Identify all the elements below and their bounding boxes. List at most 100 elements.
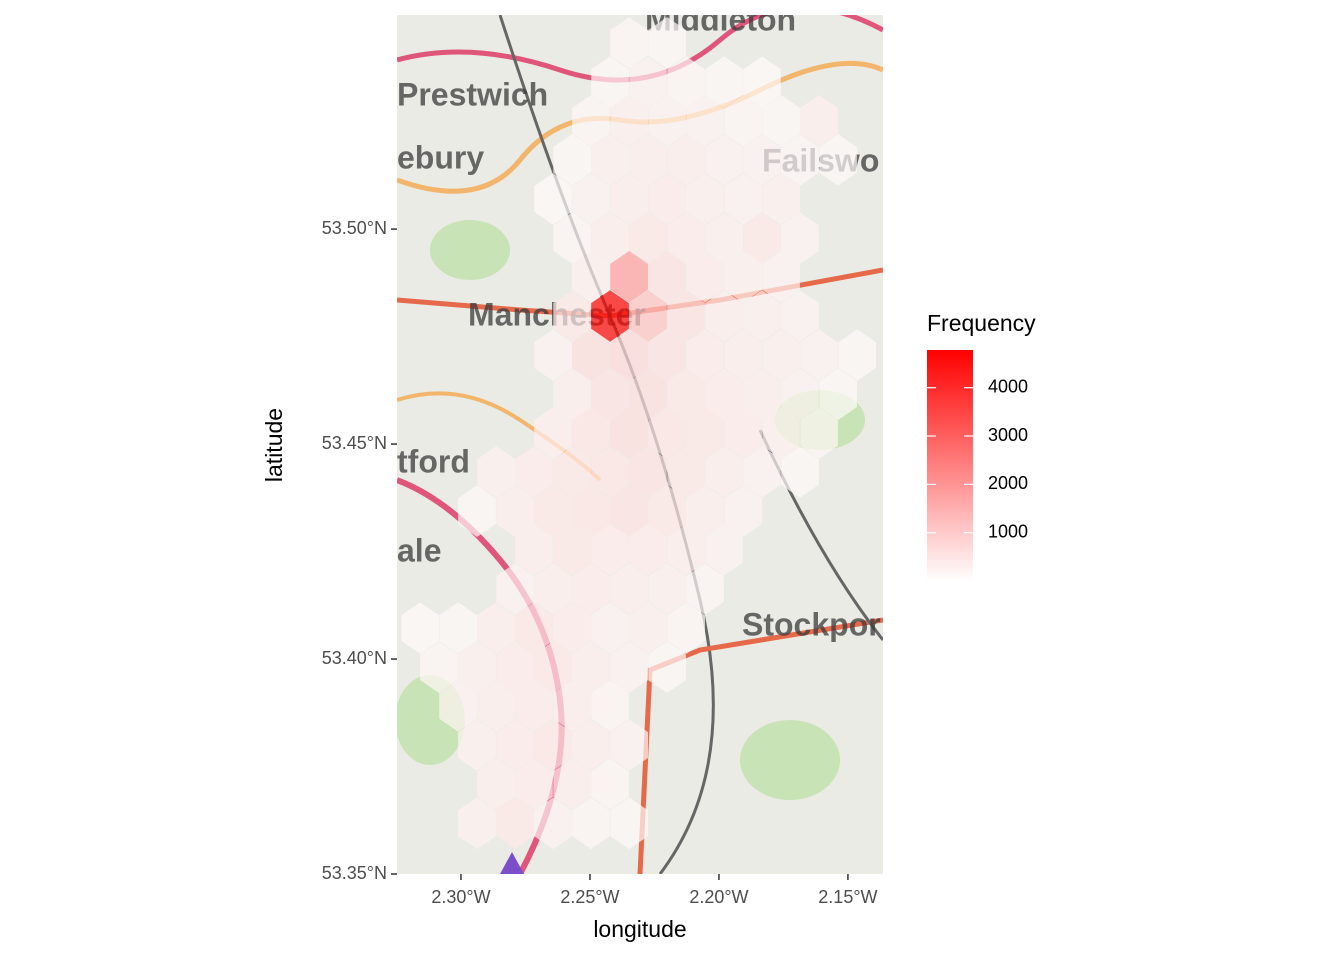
hex-bin [648,641,686,693]
hex-bin [686,563,724,615]
hex-bin [572,173,610,225]
map-background: MiddletonPrestwicheburyFailswoManchester… [397,15,883,874]
hex-bin [800,329,838,381]
hex-bin [686,251,724,303]
hex-bin [534,563,572,615]
park [430,220,510,280]
hex-bin [553,368,591,420]
hex-bin [515,446,553,498]
hex-bin [667,446,705,498]
hex-bin [686,407,724,459]
map-label: tford [397,443,470,479]
hex-bin [534,173,572,225]
hex-bin [572,797,610,850]
hex-bin [515,680,553,732]
hex-bin [553,680,591,732]
x-tick-label: 2.30°W [431,887,490,907]
y-axis-title: latitude [261,408,287,482]
park [740,720,840,800]
hex-bin [610,407,648,459]
hex-bin [667,212,705,264]
hex-bin [686,95,724,147]
colorbar-label: 4000 [988,376,1028,396]
hex-bin [496,797,534,850]
hex-bin [477,446,515,498]
hex-bin [724,173,762,225]
x-tick-label: 2.20°W [689,887,748,907]
hex-bin [648,329,686,381]
hex-bin [648,563,686,615]
hex-bin [534,797,572,850]
hex-bin [705,446,743,498]
hex-bin [667,524,705,576]
hex-bin [553,290,591,342]
hex-bin [534,641,572,693]
hex-bin [762,407,800,459]
hex-bin [743,368,781,420]
hex-bin [591,56,629,108]
hex-bin [477,758,515,810]
hex-bin [591,602,629,654]
map-label: ale [397,532,441,568]
hex-bin [591,290,629,342]
hex-bin [705,524,743,576]
hex-bin [724,407,762,459]
hex-bin [610,797,648,850]
hex-bin [686,329,724,381]
hex-bin [496,641,534,693]
hex-bin [572,485,610,537]
hex-bin [553,134,591,186]
colorbar-label: 2000 [988,473,1028,493]
colorbar-label: 1000 [988,521,1028,541]
hex-bin [591,134,629,186]
hex-bin [743,212,781,264]
hex-bin [781,368,819,420]
hex-bin [781,290,819,342]
hex-bin [572,563,610,615]
hex-bin [667,290,705,342]
hex-bin [610,329,648,381]
hex-bin [458,797,496,850]
hex-bin [515,758,553,810]
hex-bin [724,251,762,303]
hex-bin [629,602,667,654]
legend-title: Frequency [927,310,1036,336]
colorbar-label: 3000 [988,425,1028,445]
y-tick-label: 53.35°N [322,863,387,883]
hex-bin [819,134,857,186]
hex-bin [439,680,477,732]
hex-bin [743,56,781,108]
hex-bin [781,212,819,264]
hex-bin [439,602,477,654]
hex-bin [534,407,572,459]
legend: 1000 2000 3000 4000 [927,350,1028,581]
y-tick-label: 53.45°N [322,433,387,453]
hex-bin [762,251,800,303]
hex-bin [686,485,724,537]
hex-bin [819,368,857,420]
hex-bin [496,719,534,771]
hex-bin [648,407,686,459]
hex-bin [781,446,819,498]
hex-bin [629,368,667,420]
hex-bin [458,641,496,693]
hex-bin [610,173,648,225]
hex-bin [686,173,724,225]
hex-bin [743,446,781,498]
hex-bin [705,56,743,108]
hex-bin [610,719,648,771]
hex-bin [553,446,591,498]
hex-bin [629,212,667,264]
hex-bin [762,329,800,381]
hex-bin [743,134,781,186]
hex-bin [591,446,629,498]
hex-bin [667,602,705,654]
hex-bin [477,602,515,654]
hex-bin [648,173,686,225]
hex-bin [534,485,572,537]
hex-bin [553,602,591,654]
hex-layer [401,17,876,850]
hex-bin [610,641,648,693]
hex-bin [838,329,876,381]
